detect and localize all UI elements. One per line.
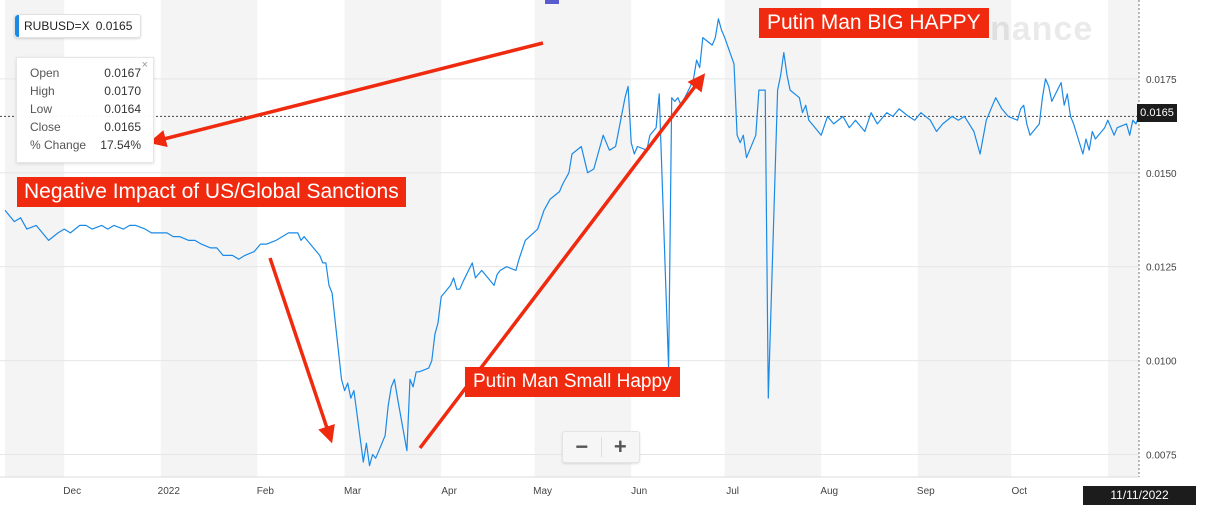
x-tick-label: Oct — [1011, 486, 1027, 497]
month-band — [534, 0, 632, 477]
y-tick-label: 0.0075 — [1146, 450, 1177, 461]
arrow-to-low — [268, 257, 335, 444]
tooltip-value: 17.54% — [100, 138, 141, 152]
tooltip-label: Close — [30, 120, 61, 134]
zoom-divider — [600, 437, 602, 457]
annotation-small-happy: Putin Man Small Happy — [465, 367, 680, 397]
annotation-negative-impact: Negative Impact of US/Global Sanctions — [17, 177, 406, 207]
tooltip-label: % Change — [30, 138, 87, 152]
current-price-flag: 0.0165 — [1137, 104, 1177, 122]
tooltip-row-change: % Change 17.54% — [30, 138, 141, 154]
tooltip-value: 0.0165 — [104, 120, 141, 134]
close-icon[interactable]: × — [141, 59, 148, 71]
arrow-to-tooltip — [148, 41, 544, 148]
y-tick-label: 0.0100 — [1146, 357, 1177, 368]
tooltip-value: 0.0167 — [104, 66, 141, 80]
tooltip-row-open: Open 0.0167 — [30, 66, 141, 82]
tooltip-label: High — [30, 84, 55, 98]
y-axis-ticks: 0.0075 0.0100 0.0125 0.0150 0.0175 — [1146, 75, 1177, 462]
x-tick-label: Feb — [257, 486, 275, 497]
annotation-big-happy: Putin Man BIG HAPPY — [759, 8, 989, 38]
crosshair-date-flag: 11/11/2022 — [1083, 486, 1196, 505]
x-tick-label: Aug — [820, 486, 838, 497]
x-tick-label: May — [533, 486, 552, 497]
watermark-text: nance — [990, 10, 1094, 48]
month-bands — [5, 0, 1139, 477]
y-tick-label: 0.0175 — [1146, 75, 1177, 86]
x-tick-label: Jul — [726, 486, 739, 497]
top-marker — [545, 0, 559, 4]
x-tick-label: 2022 — [158, 486, 181, 497]
month-band — [160, 0, 258, 477]
tooltip-value: 0.0164 — [104, 102, 141, 116]
tooltip-row-close: Close 0.0165 — [30, 120, 141, 136]
tooltip-label: Open — [30, 66, 60, 80]
y-tick-label: 0.0125 — [1146, 263, 1177, 274]
tooltip-label: Low — [30, 102, 53, 116]
x-axis-ticks: Dec2022FebMarAprMayJunJulAugSepOctNov — [63, 486, 1124, 497]
month-band — [1107, 0, 1139, 477]
x-tick-label: Sep — [917, 486, 935, 497]
ticker-chip[interactable]: RUBUSD=X 0.0165 — [14, 14, 142, 38]
x-tick-label: Apr — [441, 486, 457, 497]
ticker-symbol: RUBUSD=X — [24, 19, 90, 33]
tooltip-row-high: High 0.0170 — [30, 84, 141, 100]
x-tick-label: Dec — [63, 486, 81, 497]
y-tick-label: 0.0150 — [1146, 169, 1177, 180]
price-series-line — [4, 18, 1140, 467]
tooltip-value: 0.0170 — [104, 84, 141, 98]
x-tick-label: Mar — [344, 486, 362, 497]
ohlc-tooltip: × Open 0.0167 High 0.0170 Low 0.0164 Clo… — [16, 57, 154, 163]
x-tick-label: Jun — [631, 486, 647, 497]
month-band — [917, 0, 1012, 477]
ticker-color-bar — [15, 15, 19, 37]
tooltip-row-low: Low 0.0164 — [30, 102, 141, 118]
zoom-in-button[interactable]: + — [613, 434, 627, 459]
ticker-price: 0.0165 — [95, 19, 133, 33]
zoom-out-button[interactable]: − — [575, 434, 589, 459]
zoom-control: − + — [562, 431, 640, 463]
